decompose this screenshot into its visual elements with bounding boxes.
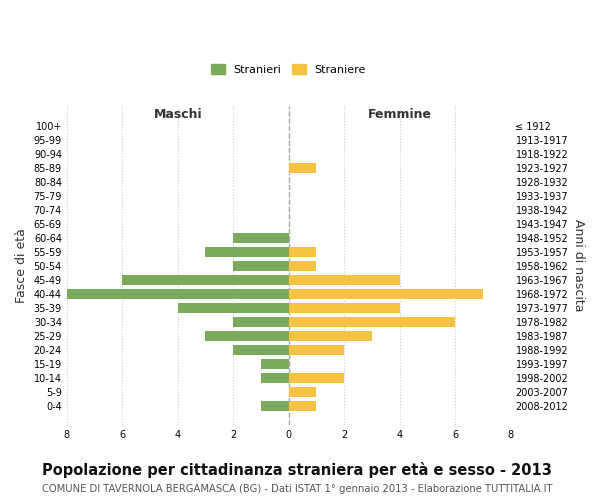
Bar — [289, 386, 316, 396]
Bar — [233, 232, 289, 242]
Bar — [289, 400, 316, 410]
Bar — [178, 302, 289, 312]
Bar — [289, 288, 483, 298]
Bar — [289, 260, 316, 270]
Bar — [289, 330, 372, 340]
Bar — [289, 274, 400, 284]
Text: Maschi: Maschi — [154, 108, 202, 121]
Bar — [289, 302, 400, 312]
Text: COMUNE DI TAVERNOLA BERGAMASCA (BG) - Dati ISTAT 1° gennaio 2013 - Elaborazione : COMUNE DI TAVERNOLA BERGAMASCA (BG) - Da… — [42, 484, 553, 494]
Bar — [233, 344, 289, 354]
Bar — [289, 344, 344, 354]
Bar — [261, 372, 289, 382]
Bar — [205, 330, 289, 340]
Bar — [289, 246, 316, 256]
Bar — [67, 288, 289, 298]
Text: Popolazione per cittadinanza straniera per età e sesso - 2013: Popolazione per cittadinanza straniera p… — [42, 462, 552, 478]
Bar — [289, 316, 455, 326]
Bar — [205, 246, 289, 256]
Bar — [261, 358, 289, 368]
Text: Femmine: Femmine — [368, 108, 431, 121]
Bar — [122, 274, 289, 284]
Bar — [289, 372, 344, 382]
Bar — [289, 162, 316, 172]
Y-axis label: Anni di nascita: Anni di nascita — [572, 220, 585, 312]
Bar — [233, 316, 289, 326]
Y-axis label: Fasce di età: Fasce di età — [15, 228, 28, 303]
Legend: Stranieri, Straniere: Stranieri, Straniere — [208, 60, 370, 78]
Bar — [233, 260, 289, 270]
Bar — [261, 400, 289, 410]
